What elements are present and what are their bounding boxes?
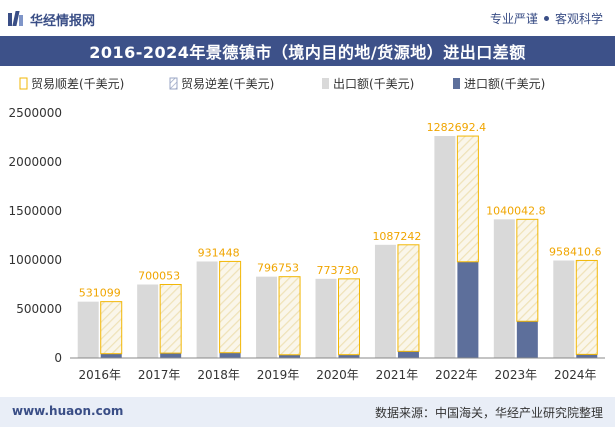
bars: 531099 700053 931448 796753 773730 1087242 128… (77, 121, 602, 358)
import-bar (576, 354, 598, 358)
export-bar (256, 276, 278, 358)
tagline-dot-icon (543, 16, 549, 21)
title-bar: 2016-2024年景德镇市（境内目的地/货源地）进出口差额 (0, 36, 615, 66)
data-label: 1087242 (372, 230, 421, 243)
surplus-bar (159, 283, 182, 354)
x-tick-label: 2024年 (554, 368, 597, 382)
data-label: 1040042.8 (486, 204, 546, 217)
data-label: 531099 (79, 287, 121, 300)
x-tick-label: 2021年 (376, 368, 419, 382)
y-tick-label: 500000 (16, 302, 62, 316)
import-bar (516, 321, 538, 358)
footer-website: www.huaon.com (12, 404, 124, 418)
surplus-bar (219, 260, 242, 354)
legend-swatch-4 (453, 78, 460, 89)
surplus-bar (516, 218, 539, 322)
export-bar (137, 284, 159, 358)
chart-title: 2016-2024年景德镇市（境内目的地/货源地）进出口差额 (89, 43, 526, 62)
import-bar (100, 353, 122, 358)
surplus-bar (100, 301, 123, 355)
footer-source: 数据来源：中国海关，华经产业研究院整理 (374, 406, 603, 420)
export-bar (553, 260, 575, 358)
data-label: 796753 (257, 262, 299, 275)
x-axis: 2016年 2017年 2018年 2019年 2020年 2021年 2022年 2023年… (70, 357, 605, 382)
legend-swatch-1 (19, 77, 28, 90)
x-tick-label: 2020年 (316, 368, 359, 382)
x-tick-label: 2019年 (257, 368, 300, 382)
surplus-bar (278, 276, 301, 356)
import-bar (338, 354, 360, 358)
legend-swatch-2 (169, 77, 178, 90)
brand-logo-icon (8, 11, 24, 27)
import-bar (279, 354, 301, 358)
export-bar (315, 278, 337, 358)
tagline-2: 客观科学 (554, 12, 603, 26)
y-tick-label: 0 (54, 351, 62, 365)
import-bar (219, 352, 241, 358)
surplus-bar (575, 259, 598, 355)
export-bar (196, 261, 218, 358)
data-label: 1282692.4 (427, 121, 487, 134)
y-tick-label: 1500000 (9, 204, 62, 218)
legend-label-2: 贸易逆差(千美元) (181, 76, 274, 91)
data-label: 700053 (138, 269, 180, 282)
x-tick-label: 2017年 (138, 368, 181, 382)
legend-swatch-3 (322, 78, 329, 89)
x-tick-label: 2018年 (197, 368, 240, 382)
x-tick-label: 2016年 (78, 368, 121, 382)
export-bar (434, 136, 456, 358)
surplus-bar (456, 135, 479, 263)
chart: 贸易顺差(千美元) 贸易逆差(千美元) 出口额(千美元) 进口额(千美元) 0 5000… (9, 76, 605, 382)
tagline-1: 专业严谨 (489, 12, 538, 26)
legend-label-1: 贸易顺差(千美元) (31, 77, 124, 91)
import-bar (457, 261, 479, 358)
brand: 华经情报网 (8, 9, 95, 29)
data-label: 773730 (317, 264, 359, 277)
data-label: 931448 (198, 246, 240, 259)
surplus-bar (397, 244, 420, 352)
x-tick-label: 2022年 (435, 368, 478, 382)
legend-label-3: 出口额(千美元) (333, 77, 414, 91)
legend: 贸易顺差(千美元) 贸易逆差(千美元) 出口额(千美元) 进口额(千美元) (19, 76, 545, 91)
export-bar (374, 244, 396, 358)
import-bar (160, 353, 182, 358)
surplus-bar (338, 278, 360, 356)
x-tick-label: 2023年 (495, 368, 538, 382)
top-bar: 华经情报网 专业严谨 客观科学 (0, 0, 615, 36)
footer: www.huaon.com 数据来源：中国海关，华经产业研究院整理 (0, 397, 615, 427)
y-tick-label: 2000000 (9, 155, 62, 169)
brand-name: 华经情报网 (30, 13, 96, 29)
import-bar (397, 351, 419, 358)
legend-label-4: 进口额(千美元) (464, 77, 545, 91)
tagline: 专业严谨 客观科学 (490, 10, 603, 27)
export-bar (77, 301, 99, 358)
data-label: 958410.6 (549, 245, 602, 258)
y-tick-label: 1000000 (9, 253, 62, 267)
y-axis: 0 500000 1000000 1500000 2000000 2500000 (9, 106, 62, 365)
y-tick-label: 2500000 (9, 106, 62, 120)
export-bar (493, 219, 515, 358)
